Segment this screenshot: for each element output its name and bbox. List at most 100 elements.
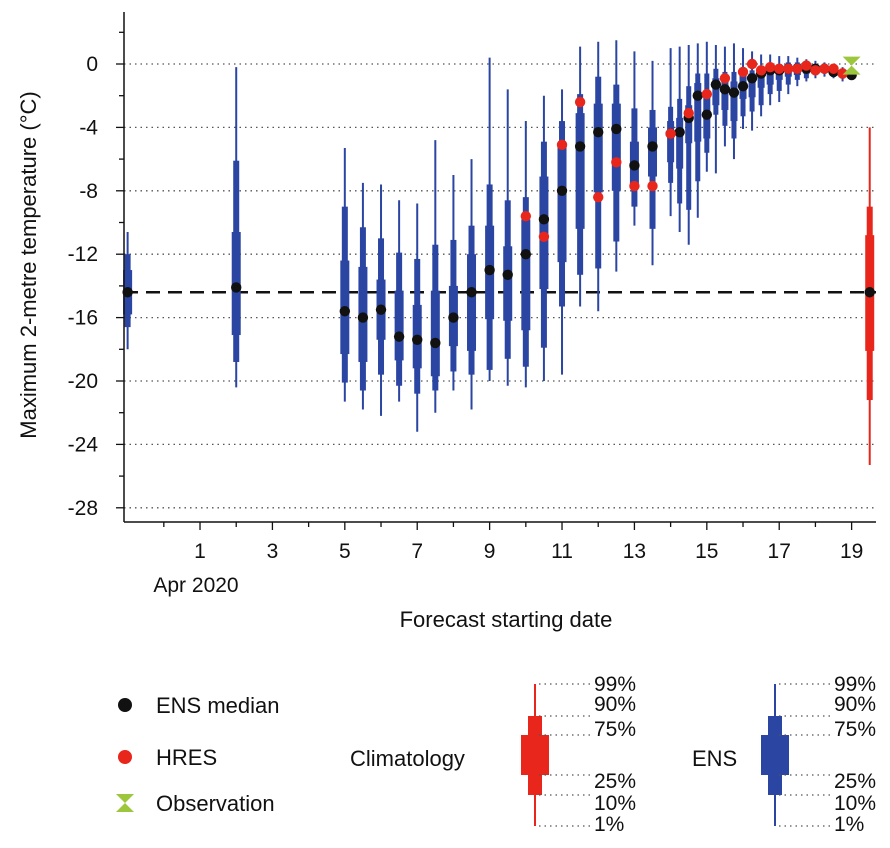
- legend: ENS median HRES Observation Climatology …: [116, 673, 876, 836]
- hres-point: [701, 88, 713, 100]
- ens-box: [412, 203, 422, 432]
- hres-point: [819, 63, 830, 74]
- legend-ens-median-label: ENS median: [156, 693, 280, 718]
- axes: [116, 12, 876, 530]
- ens-box-interquartile: [575, 113, 585, 229]
- hres-point: [801, 60, 812, 71]
- ens-box: [775, 56, 783, 103]
- y-tick-label: 0: [86, 53, 98, 76]
- ens-median-point: [674, 126, 685, 138]
- hres-point: [837, 68, 848, 79]
- legend-climatology-box: 99%90%75% 25%10%1%: [521, 673, 636, 836]
- hres-point: [629, 180, 640, 192]
- ens-box-interquartile: [648, 127, 658, 177]
- legend-ens-box: 99%90%75% 25%10%1%: [761, 673, 876, 836]
- hres-point: [783, 63, 794, 74]
- ens-box-interquartile: [611, 103, 621, 191]
- ens-box-inner-range: [686, 86, 692, 210]
- ens-box-interquartile: [667, 121, 675, 163]
- ens-box: [629, 51, 639, 226]
- legend-ens-percentile-label: 10%: [834, 792, 876, 815]
- ens-box: [593, 41, 603, 312]
- ens-median-point: [538, 214, 550, 225]
- x-tick-label: 1: [194, 540, 206, 563]
- ens-box-interquartile: [394, 290, 404, 361]
- ens-box: [503, 89, 513, 386]
- hres-point: [520, 210, 532, 222]
- ens-box: [575, 46, 585, 307]
- legend-observation-marker: [116, 794, 134, 812]
- y-tick-label: -16: [68, 307, 98, 330]
- ens-median-point: [339, 306, 351, 317]
- hres-point: [665, 128, 676, 139]
- x-tick-labels: 1 3 5 7 9 11 13 15 17 19: [194, 540, 863, 563]
- hres-point: [810, 65, 821, 76]
- y-axis-title: Maximum 2-metre temperature (°C): [16, 91, 41, 438]
- hres-point: [764, 61, 776, 73]
- ens-box: [394, 200, 404, 402]
- ens-box: [757, 54, 765, 117]
- legend-ens-interquartile: [761, 735, 789, 775]
- ens-box: [448, 174, 458, 391]
- hres-points: [520, 58, 848, 242]
- ens-box: [694, 43, 702, 218]
- y-tick-label: -24: [68, 433, 99, 456]
- ens-median-point: [231, 282, 242, 293]
- hres-point: [774, 63, 785, 74]
- x-tick-label: 17: [768, 540, 791, 563]
- ens-median-point: [448, 312, 459, 323]
- ens-box-interquartile: [521, 219, 531, 331]
- hres-point: [719, 73, 731, 84]
- legend-climatology-label: Climatology: [350, 746, 465, 771]
- ens-box-interquartile: [694, 83, 702, 142]
- ens-box-interquartile: [676, 117, 684, 169]
- hres-point: [746, 58, 758, 70]
- ens-box: [611, 40, 621, 272]
- x-tick-label: 9: [484, 540, 496, 563]
- ens-box: [784, 56, 792, 95]
- ens-box: [721, 46, 729, 147]
- ens-box: [676, 46, 684, 233]
- ens-box: [340, 148, 350, 402]
- observation-point: [842, 56, 861, 75]
- hres-point: [556, 139, 568, 151]
- ens-median-point: [375, 304, 387, 315]
- hres-point: [828, 63, 839, 74]
- ens-box: [557, 89, 567, 375]
- ens-median-point: [737, 80, 749, 92]
- ens-median-point: [701, 109, 713, 120]
- ens-box-interquartile: [557, 144, 567, 263]
- ens-median-point: [556, 185, 568, 196]
- x-tick-label: 11: [551, 540, 573, 563]
- ens-median-point: [710, 79, 722, 90]
- legend-hres-marker: [118, 750, 132, 764]
- ens-box: [730, 43, 738, 160]
- ens-box: [485, 57, 495, 381]
- ens-box: [685, 44, 693, 245]
- ens-median-point: [692, 90, 703, 101]
- observation-group: [842, 56, 861, 75]
- y-tick-label: -12: [68, 243, 98, 266]
- ens-box: [712, 44, 720, 174]
- x-tick-label: 5: [339, 540, 351, 563]
- ens-box-interquartile: [430, 290, 440, 377]
- ens-box: [648, 60, 658, 266]
- ens-box: [430, 140, 440, 413]
- ens-median-point: [393, 331, 405, 342]
- ens-box: [703, 41, 711, 172]
- legend-observation-label: Observation: [156, 791, 275, 816]
- x-axis-title: Forecast starting date: [400, 607, 613, 632]
- legend-climatology-interquartile: [521, 735, 549, 775]
- ens-box-interquartile: [503, 246, 513, 321]
- legend-climatology-percentile-label: 75%: [594, 718, 636, 741]
- y-tick-labels: 0 -4 -8 -12 -16 -20 -24 -28: [68, 53, 99, 520]
- hres-point: [574, 96, 586, 108]
- x-tick-label: 13: [623, 540, 646, 563]
- climatology-median-point: [864, 287, 875, 298]
- legend-climatology-percentile-label: 90%: [594, 693, 636, 716]
- ens-median-point: [357, 312, 369, 323]
- ens-median-point: [574, 141, 586, 152]
- hres-point: [737, 66, 749, 78]
- ens-median-point: [502, 269, 513, 281]
